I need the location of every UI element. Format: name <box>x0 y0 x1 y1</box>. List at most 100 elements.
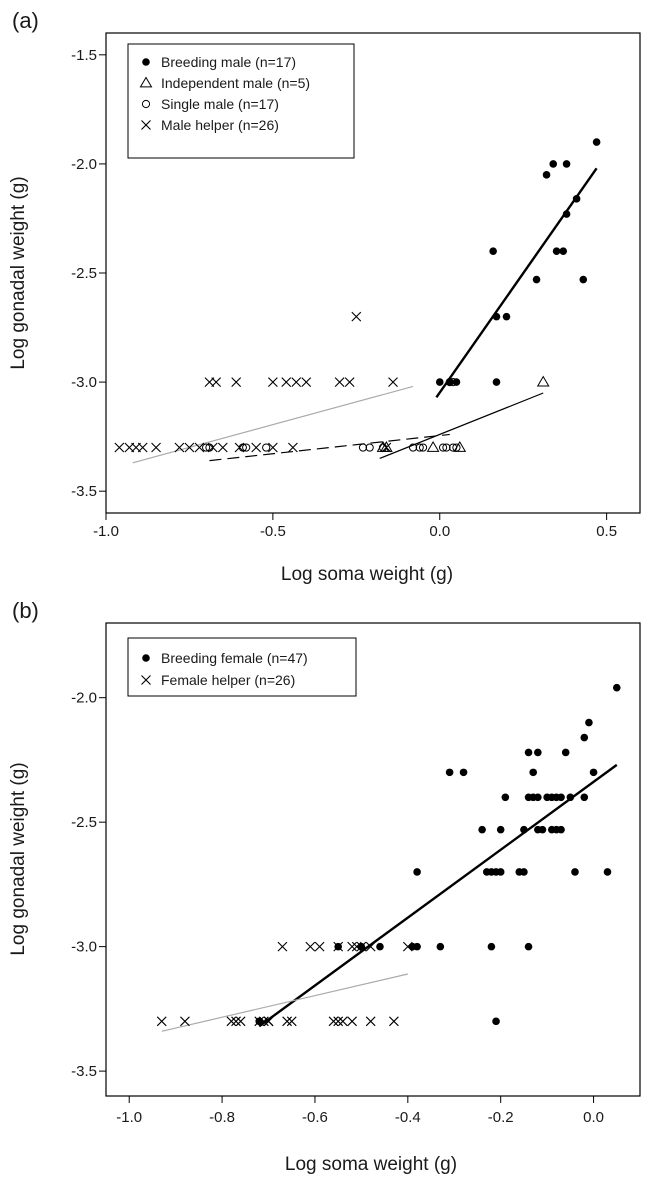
data-point <box>137 442 148 453</box>
data-point <box>408 443 418 452</box>
data-point <box>267 442 278 453</box>
data-point <box>381 442 392 453</box>
data-point <box>478 825 486 834</box>
data-point <box>492 1017 500 1026</box>
data-point <box>226 1016 237 1027</box>
data-point <box>114 442 125 453</box>
data-point <box>436 942 445 951</box>
data-point <box>282 1016 292 1027</box>
data-point <box>288 442 298 453</box>
data-point <box>301 377 312 387</box>
data-point <box>524 942 533 951</box>
x-tick-label: -1.0 <box>93 523 119 540</box>
data-point <box>612 683 621 692</box>
data-point <box>534 825 542 834</box>
x-tick-label: -1.0 <box>116 1109 142 1126</box>
x-tick-label: -0.2 <box>488 1109 514 1126</box>
data-point <box>234 442 245 453</box>
y-tick-label: -3.0 <box>71 939 97 956</box>
fit-line <box>379 392 544 460</box>
x-axis-label: Log soma weight (g) <box>281 564 453 585</box>
legend: Breeding male (n=17) Independent male (n=… <box>127 43 355 159</box>
fit-line <box>161 973 408 1032</box>
fit-line <box>435 167 598 399</box>
data-point <box>552 247 561 255</box>
data-point <box>344 377 355 387</box>
data-point <box>277 941 288 952</box>
data-point <box>184 442 195 453</box>
panel-a: (a) -1.0 -0.5 0.0 0.5 -3.5 -3.0 -2.5 -2.0 -1.5 Log… <box>8 8 641 585</box>
legend-label: Breeding male (n=17) <box>161 54 296 70</box>
panel-label: (b) <box>12 598 39 623</box>
data-point <box>445 377 454 387</box>
data-point <box>202 443 211 452</box>
data-point <box>557 793 565 802</box>
data-point <box>231 1016 241 1027</box>
legend-label: Male helper (n=26) <box>161 117 279 133</box>
data-point <box>487 868 496 876</box>
data-point <box>347 941 357 952</box>
data-point <box>562 210 571 218</box>
data-point <box>492 378 501 386</box>
data-point <box>547 825 556 834</box>
data-point <box>389 1016 399 1027</box>
data-point <box>435 378 444 386</box>
data-point <box>194 442 205 453</box>
data-point <box>557 825 565 834</box>
data-point <box>520 868 528 876</box>
data-point <box>207 442 218 453</box>
data-point <box>263 1016 274 1027</box>
data-point <box>501 793 510 802</box>
data-point <box>496 825 505 834</box>
x-tick-label: 0.0 <box>429 523 450 540</box>
data-point <box>449 377 458 387</box>
y-tick-label: -3.5 <box>71 483 97 500</box>
data-point <box>337 1016 348 1027</box>
legend-marker <box>139 76 153 88</box>
data-point <box>211 377 222 387</box>
data-point <box>286 1016 297 1027</box>
legend-marker <box>142 58 150 66</box>
fit-line <box>258 763 618 1028</box>
x-tick-label: 0.5 <box>596 523 617 540</box>
y-axis-label: Log gonadal weight (g) <box>8 762 29 955</box>
data-point <box>334 377 345 387</box>
y-tick-label: -2.5 <box>71 814 97 831</box>
data-point <box>580 733 589 742</box>
legend-marker <box>142 654 150 662</box>
data-point <box>347 1016 357 1027</box>
data-point <box>549 160 558 168</box>
x-axis-label: Log soma weight (g) <box>285 1154 457 1175</box>
data-point <box>487 942 496 951</box>
fit-line <box>132 385 414 464</box>
data-point <box>365 941 376 952</box>
data-point <box>459 768 468 777</box>
data-point <box>572 195 581 203</box>
data-point <box>426 441 440 452</box>
data-point <box>489 247 497 255</box>
data-point <box>151 442 161 453</box>
data-point <box>333 1016 344 1027</box>
legend-box <box>127 43 355 159</box>
y-tick-label: -2.0 <box>71 156 97 173</box>
legend: Breeding female (n=47) Female helper (n=2… <box>127 637 357 697</box>
x-tick-label: -0.6 <box>302 1109 328 1126</box>
data-point <box>376 942 384 951</box>
data-point <box>559 247 568 255</box>
data-point <box>529 793 537 802</box>
data-point <box>561 748 570 757</box>
data-point <box>445 768 454 777</box>
x-tick-label: -0.4 <box>395 1109 421 1126</box>
legend-label: Female helper (n=26) <box>161 672 295 688</box>
data-point <box>413 942 421 951</box>
legend-label: Breeding female (n=47) <box>161 650 308 666</box>
y-tick-label: -3.0 <box>71 374 97 391</box>
data-point <box>305 941 316 952</box>
data-point <box>520 825 528 834</box>
data-point <box>356 941 367 952</box>
data-point <box>156 1016 167 1027</box>
data-point <box>379 441 393 452</box>
data-point <box>562 160 571 168</box>
data-point <box>585 718 593 727</box>
